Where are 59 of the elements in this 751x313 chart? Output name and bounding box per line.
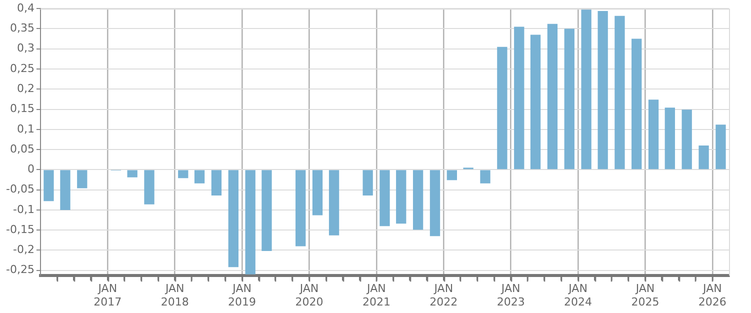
y-tick-label: 0,25: [10, 62, 34, 75]
y-tick-label: 0,05: [10, 142, 34, 156]
bar: [362, 170, 373, 196]
bar: [44, 170, 54, 202]
y-tick-label: 0: [27, 162, 34, 176]
x-tick-label: JAN 2017: [94, 282, 122, 308]
bar: [598, 11, 608, 170]
x-tick-label: JAN 2023: [496, 282, 525, 308]
bar: [178, 170, 188, 178]
y-tick-label: 0,1: [16, 122, 34, 136]
bar: [328, 170, 340, 236]
bar: [664, 108, 675, 170]
bar: [716, 124, 726, 170]
y-tick-label: 0,15: [10, 102, 34, 116]
bar: [682, 110, 692, 170]
bar: [446, 170, 458, 180]
bar: [211, 170, 222, 196]
bar: [632, 38, 642, 170]
y-tick-label: -0,05: [6, 182, 34, 196]
x-tick-label: JAN 2021: [362, 282, 390, 308]
y-tick-label: 0,2: [16, 82, 34, 95]
bar: [412, 170, 424, 230]
bar: [296, 170, 306, 246]
bar: [564, 28, 574, 170]
bar: [312, 170, 323, 216]
y-tick-label: -0,1: [12, 202, 34, 216]
bar: [77, 170, 88, 188]
x-tick-label: JAN 2026: [698, 282, 726, 308]
bar: [648, 100, 659, 170]
bar: [380, 170, 390, 226]
x-tick-label: JAN 2024: [564, 282, 592, 308]
bar: [396, 170, 406, 224]
bar: [530, 34, 541, 170]
bar: [497, 46, 508, 170]
bar: [514, 26, 524, 170]
bar: [60, 170, 70, 210]
bar: [228, 170, 238, 268]
bar: [430, 170, 440, 236]
x-tick-label: JAN 2022: [430, 282, 458, 308]
bar: [144, 170, 154, 204]
bar: [547, 24, 558, 170]
y-tick-label: -0,25: [6, 263, 34, 276]
y-tick-label: 0,3: [16, 42, 34, 55]
x-tick-label: JAN 2018: [160, 282, 189, 308]
y-tick-label: 0,4: [16, 1, 34, 14]
y-tick-label: -0,15: [6, 222, 34, 236]
bar: [480, 170, 490, 184]
x-tick-label: JAN 2020: [295, 282, 324, 308]
bar: [194, 170, 205, 184]
x-tick-label: JAN 2025: [631, 282, 660, 308]
bar: [698, 146, 709, 170]
bar: [614, 16, 625, 170]
bar: [581, 8, 592, 170]
y-tick-label: -0,2: [12, 243, 34, 256]
bar: [262, 170, 272, 252]
y-tick-label: 0,35: [10, 22, 34, 35]
x-tick-label: JAN 2019: [228, 282, 256, 308]
bar: [127, 170, 138, 178]
bar: [245, 170, 256, 274]
